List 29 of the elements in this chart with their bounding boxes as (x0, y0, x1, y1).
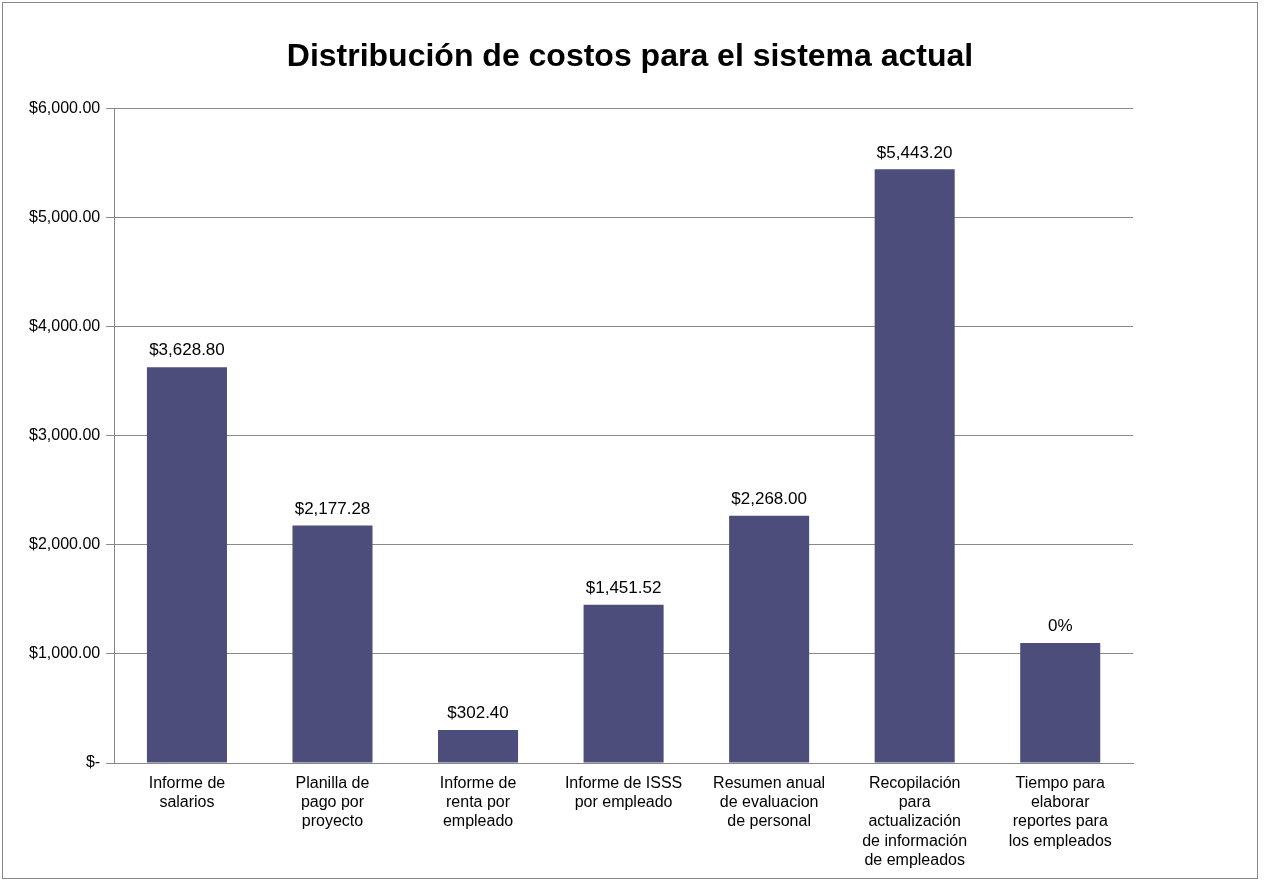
x-tick-label: Planilla de pago por proyecto (295, 774, 370, 830)
bar (146, 367, 227, 763)
data-label: $1,451.52 (585, 577, 662, 597)
x-tick-label: Informe de renta por empleado (439, 774, 517, 830)
bar (292, 525, 373, 763)
bar (729, 515, 810, 763)
y-tick-label: $4,000.00 (28, 317, 101, 335)
y-tick-label: $6,000.00 (28, 99, 101, 117)
data-label: $2,177.28 (294, 498, 371, 518)
annotation: 0% (1047, 616, 1073, 636)
bar (438, 730, 519, 763)
y-tick-label: $2,000.00 (28, 535, 101, 553)
y-tick-label: $5,000.00 (28, 208, 101, 226)
data-label: $3,628.80 (149, 340, 225, 360)
x-tick-label: Tiempo para elaborar reportes para los empleados (1008, 774, 1112, 849)
data-label: $302.40 (447, 703, 509, 723)
y-tick-label: $- (85, 753, 101, 771)
x-tick-label: Informe de ISSS por empleado (564, 774, 683, 811)
bar (583, 604, 664, 763)
data-label: $2,268.00 (731, 488, 807, 508)
chart-title: Distribución de costos para el sistema actual (285, 37, 975, 74)
y-tick-label: $3,000.00 (28, 426, 101, 444)
bar (1020, 643, 1101, 763)
bar (874, 169, 955, 763)
y-tick-label: $1,000.00 (28, 644, 101, 662)
x-tick-label: Resumen anual de evaluacion de personal (713, 774, 826, 830)
data-label: $5,443.20 (876, 142, 953, 162)
x-tick-label: Recopilación para actualización de información de empleados (862, 774, 968, 868)
x-tick-label: Informe de salarios (148, 774, 226, 811)
